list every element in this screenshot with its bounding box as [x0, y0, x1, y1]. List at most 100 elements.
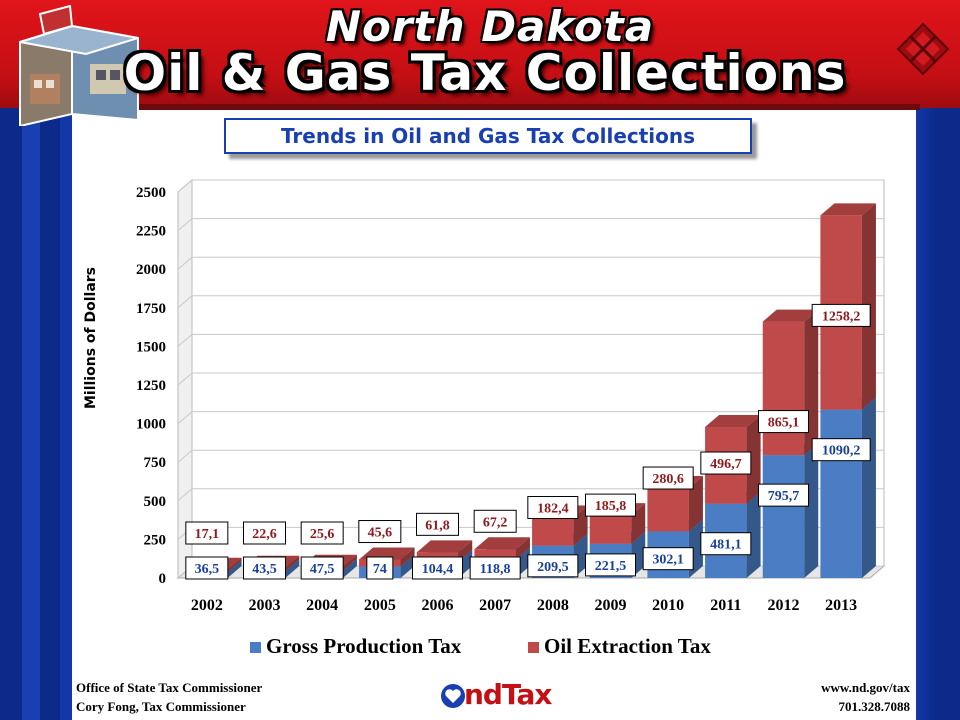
bar-gross-2012-front: [762, 455, 805, 578]
bar-oil-2007-side: [515, 537, 530, 560]
ndtax-logo-text: ndTax: [464, 678, 552, 711]
gridline: [177, 411, 884, 424]
data-label-oil-2007: 67,2: [483, 515, 508, 530]
data-label-gross-2008-box: [527, 554, 579, 578]
bar-oil-2007-top: [474, 537, 530, 550]
diamond-logo-icon: [896, 22, 950, 76]
data-label-oil-2006: 61,8: [425, 518, 450, 533]
data-label-oil-2005-box: [358, 520, 402, 544]
data-label-gross-2004: 47,5: [310, 562, 335, 577]
data-label-gross-2003: 43,5: [252, 562, 277, 577]
gridline: [177, 256, 884, 270]
x-tick-label: 2003: [249, 597, 281, 614]
data-label-gross-2011: 481,1: [710, 538, 742, 553]
bar-gross-2012-side: [804, 443, 819, 578]
bar-oil-2004-side: [342, 554, 357, 571]
y-tick-label: 1750: [136, 301, 166, 317]
bar-gross-2011-side: [746, 491, 761, 578]
data-label-gross-2006: 104,4: [422, 562, 454, 577]
data-label-gross-2010: 302,1: [652, 553, 684, 568]
bar-oil-2011-top: [705, 415, 761, 428]
gridline: [177, 333, 884, 347]
data-label-oil-2011-box: [700, 451, 752, 475]
data-label-oil-2003-box: [243, 521, 286, 545]
data-label-oil-2010-box: [642, 466, 694, 490]
x-tick-label: 2008: [537, 597, 569, 614]
bar-oil-2002-side: [227, 557, 242, 573]
bar-gross-2013-front: [820, 409, 862, 578]
data-label-oil-2011: 496,7: [710, 457, 742, 472]
bar-oil-2009-front: [589, 515, 632, 544]
data-label-oil-2007-box: [473, 509, 517, 533]
legend-label-oil: Oil Extraction Tax: [544, 634, 711, 658]
x-tick-label: 2012: [768, 597, 800, 614]
x-tick-label: 2005: [364, 597, 396, 614]
title-line-2: Oil & Gas Tax Collections: [123, 44, 847, 102]
data-label-gross-2006-box: [412, 556, 463, 580]
data-label-oil-2010: 280,6: [652, 472, 684, 487]
data-label-gross-2002-box: [185, 556, 229, 580]
bar-oil-2011-side: [746, 415, 761, 504]
data-label-oil-2003: 22,6: [252, 527, 277, 542]
ndtax-logo: ndTax: [440, 678, 560, 712]
footer-right: www.nd.gov/tax 701.328.7088: [821, 678, 910, 716]
data-label-oil-2002-box: [185, 521, 229, 545]
data-label-gross-2013-box: [811, 438, 871, 462]
x-tick-label: 2007: [479, 597, 511, 614]
data-label-oil-2009-box: [585, 493, 636, 517]
chart-subtitle: Trends in Oil and Gas Tax Collections: [280, 124, 696, 148]
bar-oil-2006-top: [416, 540, 473, 553]
data-label-oil-2002: 17,1: [195, 527, 220, 542]
y-tick-label: 2500: [136, 185, 166, 201]
bar-oil-2010-side: [688, 476, 703, 532]
data-label-oil-2012: 865,1: [768, 416, 800, 431]
data-label-oil-2005: 45,6: [368, 526, 393, 541]
bar-oil-2003-side: [285, 555, 300, 572]
data-label-gross-2007-box: [469, 556, 521, 580]
data-label-gross-2008: 209,5: [537, 560, 569, 575]
data-label-gross-2009-box: [585, 553, 636, 577]
data-label-gross-2003-box: [243, 556, 286, 580]
data-label-oil-2008-box: [527, 495, 579, 519]
data-label-oil-2004: 25,6: [310, 527, 335, 542]
y-tick-label: 0: [159, 571, 167, 587]
x-tick-label: 2011: [710, 597, 741, 614]
bar-oil-2013-top: [820, 203, 876, 216]
bar-oil-2012-front: [762, 321, 805, 456]
data-label-gross-2007: 118,8: [480, 562, 511, 577]
data-label-gross-2012: 795,7: [768, 489, 800, 504]
bar-gross-2004-side: [342, 558, 357, 578]
y-tick-label: 1500: [136, 339, 166, 355]
data-label-gross-2005-box: [366, 556, 394, 580]
bar-oil-2005-side: [400, 547, 415, 567]
y-tick-label: 250: [144, 532, 167, 548]
data-label-oil-2006-box: [416, 512, 459, 536]
bar-gross-2013-side: [861, 397, 876, 578]
y-tick-label: 2250: [136, 224, 166, 240]
header-banner: [0, 0, 960, 108]
data-label-oil-2008: 182,4: [537, 501, 569, 516]
footer-commissioner: Cory Fong, Tax Commissioner: [76, 699, 246, 714]
bar-oil-2010-front: [647, 488, 689, 532]
y-tick-label: 2000: [136, 262, 166, 278]
bar-gross-2002-side: [227, 560, 242, 578]
gridline: [177, 449, 884, 463]
legend-swatch-gross: [250, 642, 261, 653]
data-label-gross-2005: 74: [373, 562, 387, 577]
x-tick-label: 2006: [422, 597, 454, 614]
footer-left: Office of State Tax Commissioner Cory Fo…: [76, 678, 262, 716]
data-label-gross-2004-box: [300, 556, 344, 580]
right-blue-border: [916, 0, 960, 720]
data-label-gross-2013: 1090,2: [822, 444, 861, 459]
chart-legend: Gross Production Tax Oil Extraction Tax: [240, 634, 760, 660]
header-shadow: [60, 104, 920, 110]
footer-phone: 701.328.7088: [838, 699, 911, 714]
bar-gross-2005-side: [400, 554, 415, 578]
bar-oil-2006-side: [458, 540, 473, 562]
gridline: [177, 218, 884, 231]
bar-oil-2012-side: [804, 309, 819, 456]
x-tick-label: 2009: [595, 597, 627, 614]
data-label-gross-2010-box: [642, 547, 694, 571]
y-tick-label: 1000: [136, 417, 166, 433]
data-label-gross-2009: 221,5: [595, 559, 627, 574]
